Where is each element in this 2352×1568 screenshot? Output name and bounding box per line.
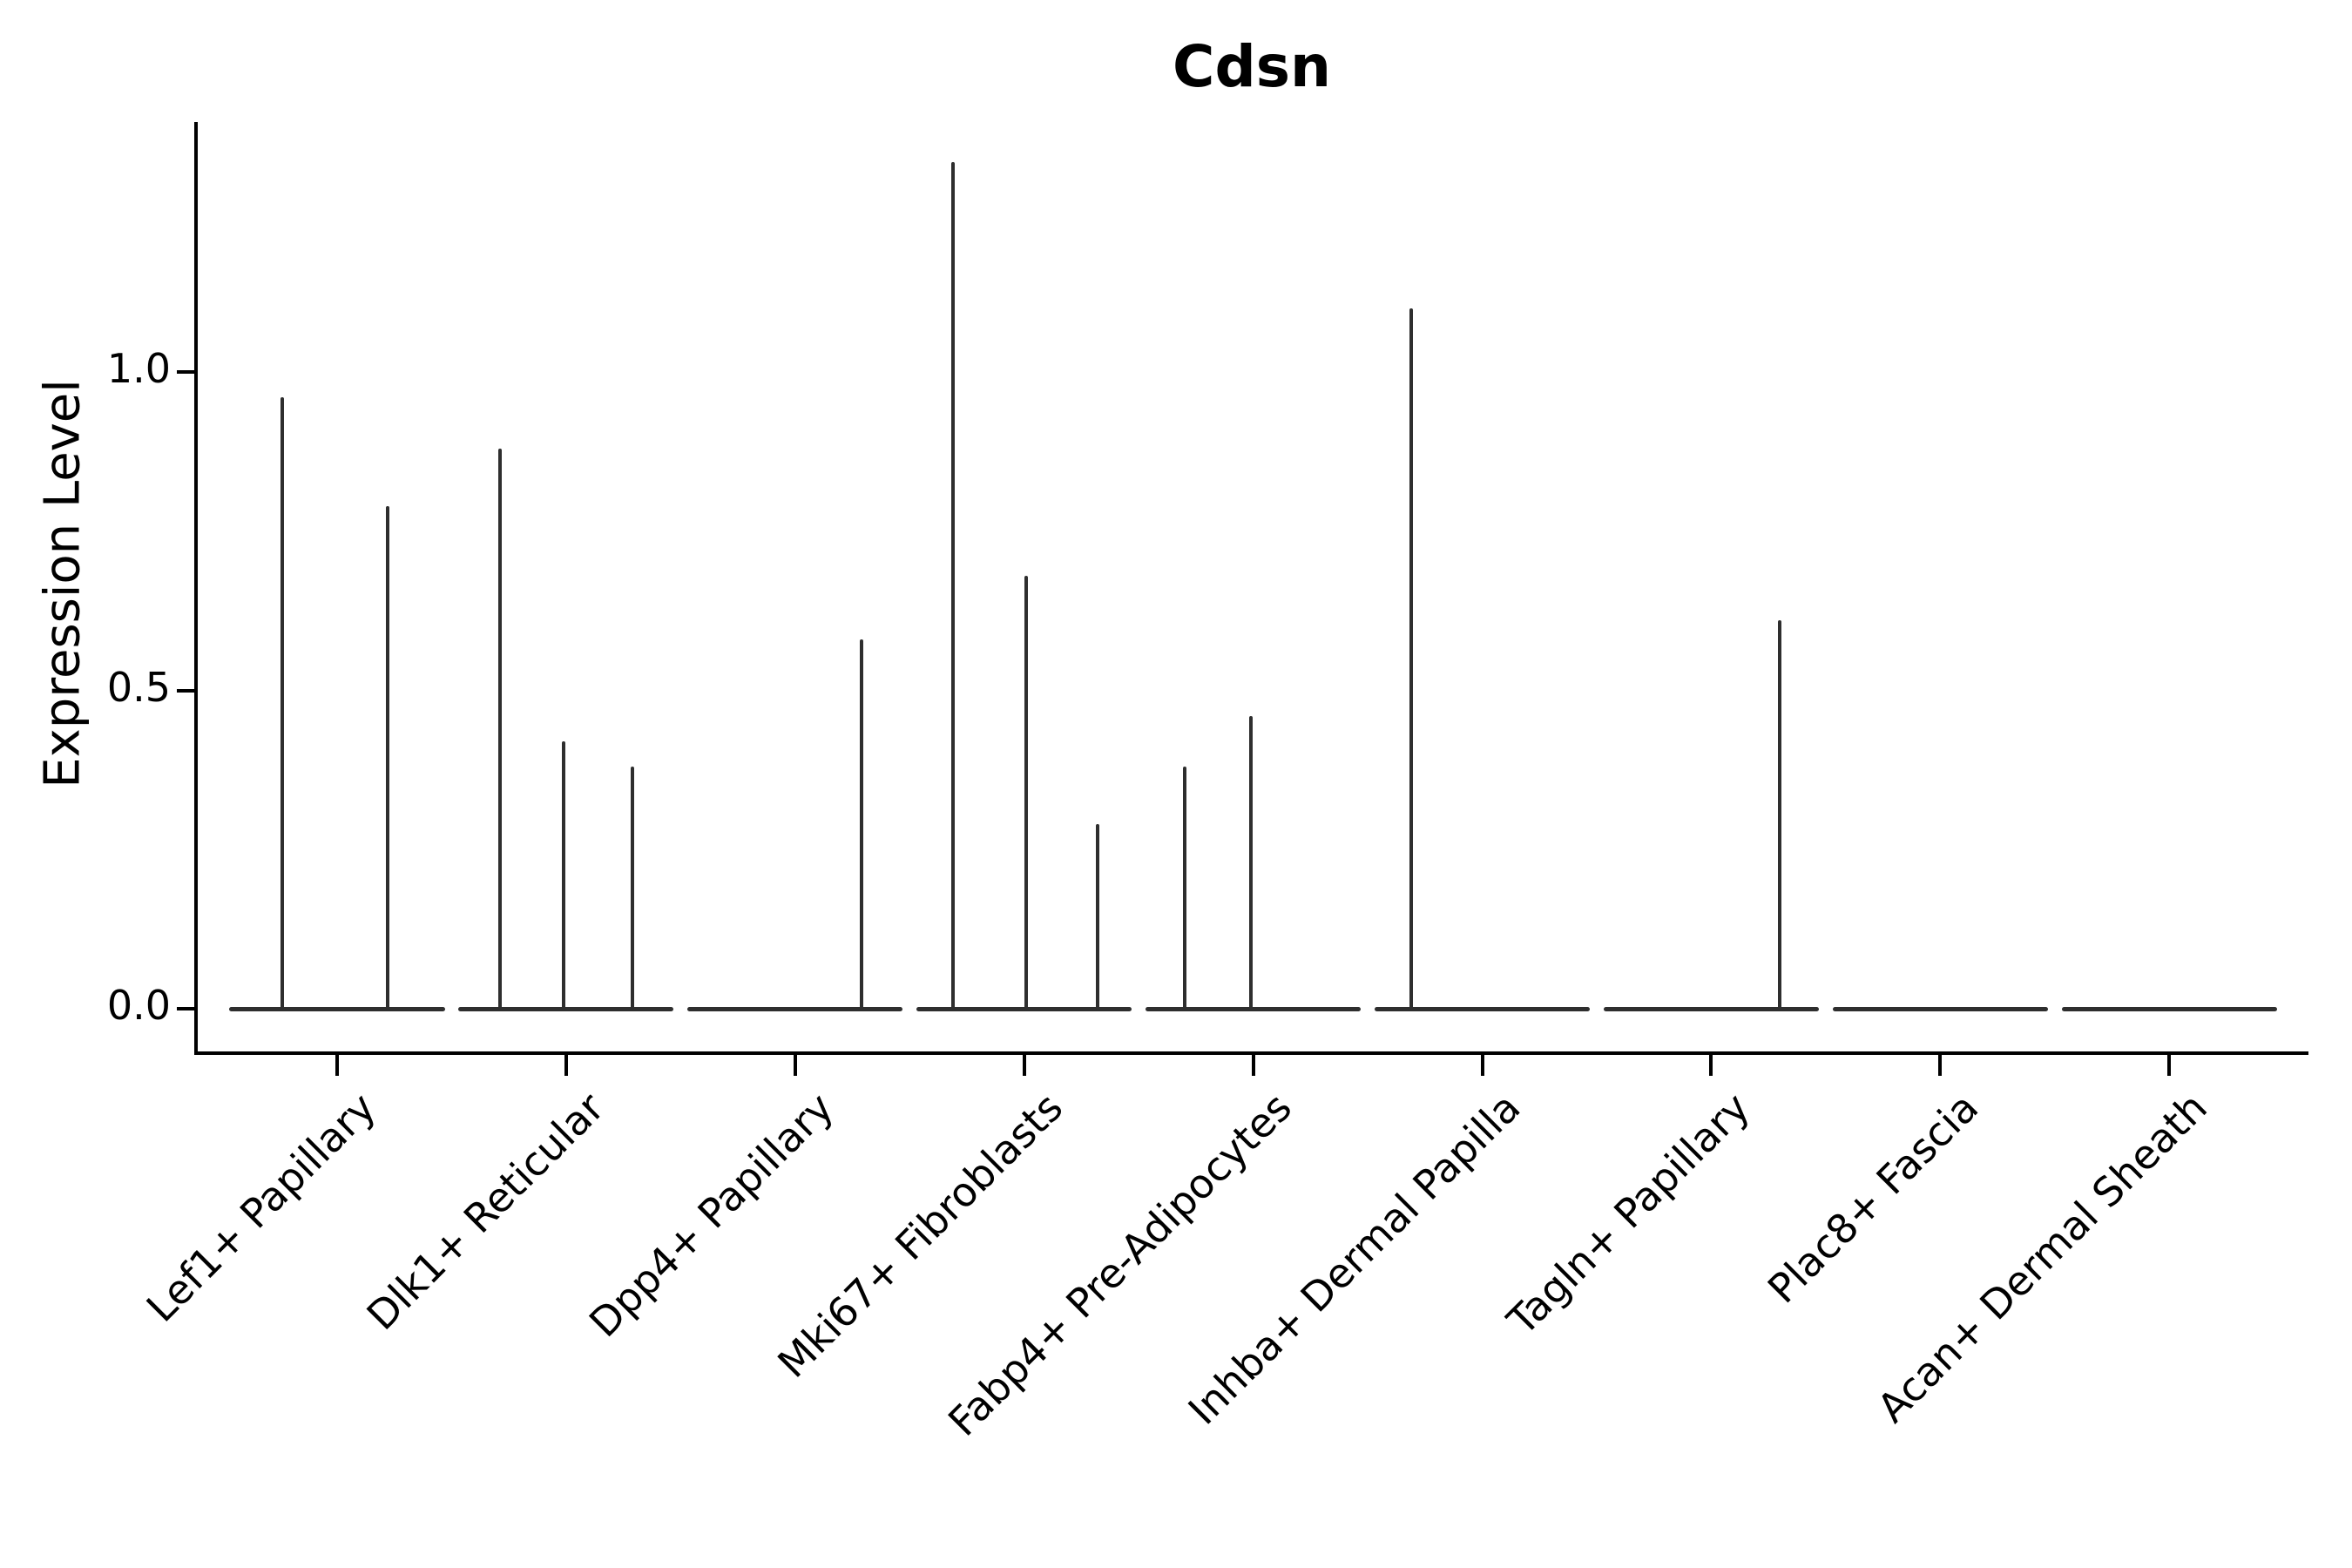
violin-baseline (2061, 1006, 2277, 1011)
violin-spike (497, 448, 502, 1010)
violin-baseline (1146, 1006, 1362, 1011)
violin-baseline (1603, 1006, 1819, 1011)
x-tick-mark (1022, 1055, 1026, 1076)
y-tick-mark (177, 688, 196, 693)
violin-baseline (916, 1006, 1132, 1011)
x-tick-mark (1938, 1055, 1943, 1076)
x-tick-mark (1709, 1055, 1713, 1076)
violin-baseline (229, 1006, 445, 1011)
x-tick-label: Plac8+ Fascia (1759, 1084, 1988, 1313)
violin-spike (280, 397, 284, 1010)
plot-title: Cdsn (1173, 33, 1331, 100)
violin-spike (1095, 824, 1099, 1010)
y-tick-label: 0.5 (106, 663, 171, 711)
y-tick-mark (177, 1007, 196, 1010)
x-axis-spine (194, 1051, 2308, 1055)
x-tick-mark (564, 1055, 568, 1076)
violin-spike (1248, 715, 1253, 1010)
y-axis-label: Expression Level (34, 379, 91, 788)
violin-baseline (1374, 1006, 1591, 1011)
violin-spike (951, 161, 956, 1010)
x-tick-label: Dpp4+ Papillary (579, 1084, 842, 1347)
x-tick-label: Dlk1+ Reticular (357, 1084, 614, 1340)
violin-spike (562, 740, 566, 1010)
x-tick-mark (793, 1055, 797, 1076)
y-tick-mark (177, 370, 196, 374)
violin-spike (1778, 620, 1782, 1010)
violin-spike (1182, 767, 1186, 1010)
x-tick-label: Lef1+ Papillary (137, 1084, 385, 1331)
violin-spike (1024, 575, 1029, 1010)
x-tick-mark (1251, 1055, 1255, 1076)
x-tick-mark (2167, 1055, 2172, 1076)
violin-baseline (458, 1006, 674, 1011)
x-tick-label: Tagln+ Papillary (1497, 1084, 1759, 1344)
x-tick-mark (335, 1055, 339, 1076)
violin-baseline (687, 1006, 903, 1011)
y-axis-spine (194, 122, 198, 1055)
y-tick-label: 0.0 (106, 982, 171, 1029)
violin-spike (860, 639, 864, 1010)
violin-spike (631, 767, 635, 1010)
violin-baseline (1832, 1006, 2048, 1011)
violin-spike (385, 505, 389, 1010)
x-tick-mark (1480, 1055, 1484, 1076)
violin-spike (1409, 308, 1413, 1010)
y-tick-label: 1.0 (106, 345, 171, 392)
